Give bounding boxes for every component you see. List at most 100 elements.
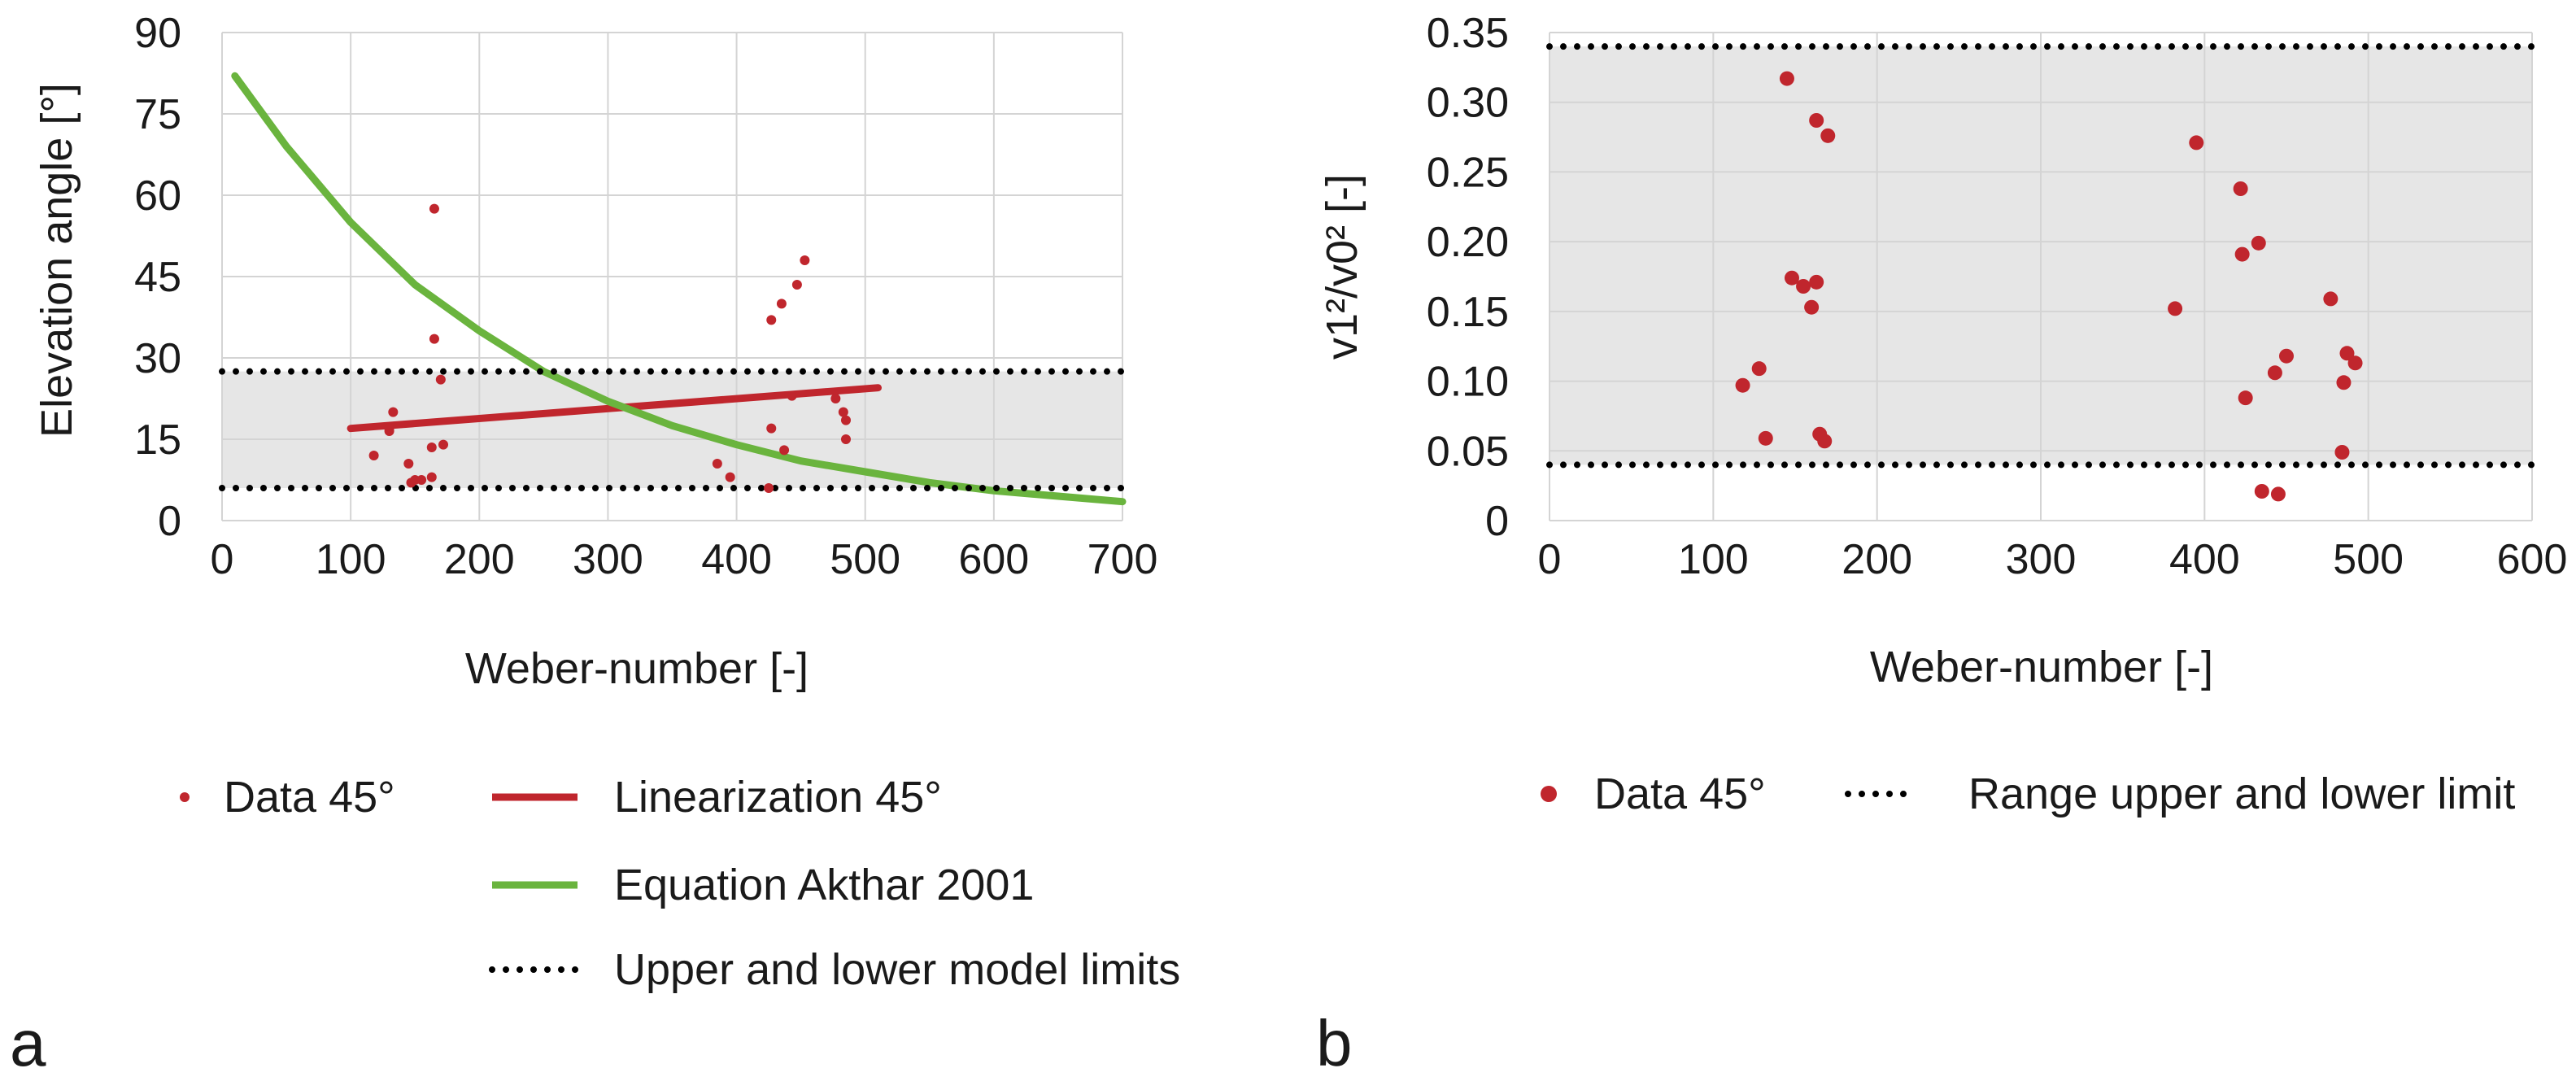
data-point [1809, 113, 1824, 128]
x-tick-label: 600 [2497, 536, 2568, 583]
data-point [2189, 135, 2204, 150]
data-point [830, 394, 841, 403]
x-tick-label: 0 [1538, 536, 1562, 583]
equation-curve [231, 72, 1127, 506]
data-point [779, 445, 790, 456]
y-tick-labels: 0 15 30 45 60 75 90 [134, 10, 181, 545]
data-point [426, 443, 437, 452]
legend-label-data: Data 45° [224, 773, 395, 822]
panel-label-b: b [1316, 1007, 1353, 1079]
data-point [429, 334, 439, 344]
y-tick-label: 0.15 [1427, 289, 1509, 336]
panel-a: 0 100 200 300 400 500 600 700 0 15 30 45 60 75 90 Web… [10, 10, 1180, 1079]
y-tick-label: 30 [134, 335, 181, 382]
legend-a: Data 45° Linearization 45° Equation Akth… [180, 773, 1180, 994]
data-point [1735, 377, 1750, 393]
y-tick-label: 45 [134, 254, 181, 301]
x-tick-label: 400 [701, 536, 772, 583]
data-point [2339, 346, 2355, 361]
series-lines [1546, 43, 2535, 469]
y-tick-label: 0 [158, 498, 181, 545]
y-tick-label: 15 [134, 416, 181, 464]
data-point [429, 203, 439, 214]
legend-label-limits: Range upper and lower limit [1968, 770, 2515, 818]
data-point [791, 280, 802, 290]
legend-swatch-data [1541, 786, 1557, 802]
data-point [2279, 348, 2294, 364]
y-axis-title: v1²/v0² [-] [1318, 174, 1366, 360]
data-point [840, 434, 851, 444]
data-point [2234, 246, 2250, 262]
y-tick-label: 0.30 [1427, 80, 1509, 127]
data-point [764, 483, 774, 493]
data-point [2254, 484, 2269, 499]
x-tick-labels: 0 100 200 300 400 500 600 700 [211, 536, 1158, 583]
data-point [2347, 355, 2363, 371]
legend-label-limits: Upper and lower model limits [614, 945, 1180, 994]
data-point [787, 390, 797, 401]
y-tick-label: 60 [134, 172, 181, 220]
legend-label-data: Data 45° [1594, 770, 1766, 818]
data-points [1735, 71, 2363, 502]
data-point [838, 407, 848, 417]
legend-swatch-data [180, 792, 190, 802]
data-point [1804, 299, 1820, 315]
y-tick-label: 75 [134, 91, 181, 138]
data-point [1796, 279, 1811, 294]
data-point [435, 374, 446, 385]
x-tick-label: 200 [1842, 536, 1912, 583]
x-tick-label: 500 [830, 536, 900, 583]
data-point [1809, 274, 1824, 290]
grid-lines [221, 32, 1123, 521]
panel-label-a: a [10, 1007, 46, 1079]
x-tick-label: 600 [958, 536, 1029, 583]
data-point [1758, 430, 1773, 446]
data-point [766, 315, 777, 325]
x-tick-label: 400 [2169, 536, 2240, 583]
data-point [403, 459, 414, 469]
data-point [1817, 434, 1833, 449]
y-tick-label: 0.05 [1427, 428, 1509, 475]
x-axis-title: Weber-number [-] [1870, 643, 2213, 691]
data-point [2168, 301, 2183, 316]
data-point [416, 475, 427, 485]
grid-lines [1549, 32, 2533, 521]
data-point [2323, 291, 2338, 307]
data-point [840, 415, 851, 425]
x-tick-label: 300 [573, 536, 643, 583]
x-tick-label: 300 [2006, 536, 2077, 583]
legend-b: Data 45° Range upper and lower limit [1541, 770, 2515, 818]
y-tick-label: 0.35 [1427, 10, 1509, 57]
data-point [800, 255, 810, 265]
y-tick-label: 0 [1485, 498, 1509, 545]
data-point [388, 407, 399, 417]
x-axis-title: Weber-number [-] [465, 644, 809, 693]
y-tick-label: 0.25 [1427, 149, 1509, 196]
legend-label-equation: Equation Akthar 2001 [614, 861, 1034, 909]
data-point [384, 423, 394, 434]
x-tick-labels: 0 100 200 300 400 500 600 [1538, 536, 2568, 583]
data-point [1784, 270, 1799, 286]
x-tick-label: 100 [316, 536, 386, 583]
data-point [2267, 365, 2282, 381]
data-point [776, 299, 787, 309]
x-tick-label: 100 [1678, 536, 1749, 583]
panel-b: 0 100 200 300 400 500 600 0 0.05 0.10 0.15 0.20 0.2… [1316, 10, 2567, 1079]
data-point [712, 459, 722, 469]
x-tick-label: 700 [1087, 536, 1158, 583]
data-point [2334, 445, 2350, 460]
x-tick-label: 500 [2333, 536, 2404, 583]
data-point [2336, 375, 2352, 390]
y-tick-label: 90 [134, 10, 181, 57]
legend-label-linearization: Linearization 45° [614, 773, 942, 822]
data-point [426, 472, 437, 482]
x-tick-label: 200 [444, 536, 515, 583]
data-point [1779, 71, 1794, 86]
data-point [2270, 486, 2286, 502]
x-tick-label: 0 [211, 536, 234, 583]
y-axis-title: Elevation angle [°] [33, 83, 81, 438]
data-point [438, 439, 449, 450]
y-tick-labels: 0 0.05 0.10 0.15 0.20 0.25 0.30 0.35 [1427, 10, 1509, 545]
data-points [368, 203, 851, 493]
